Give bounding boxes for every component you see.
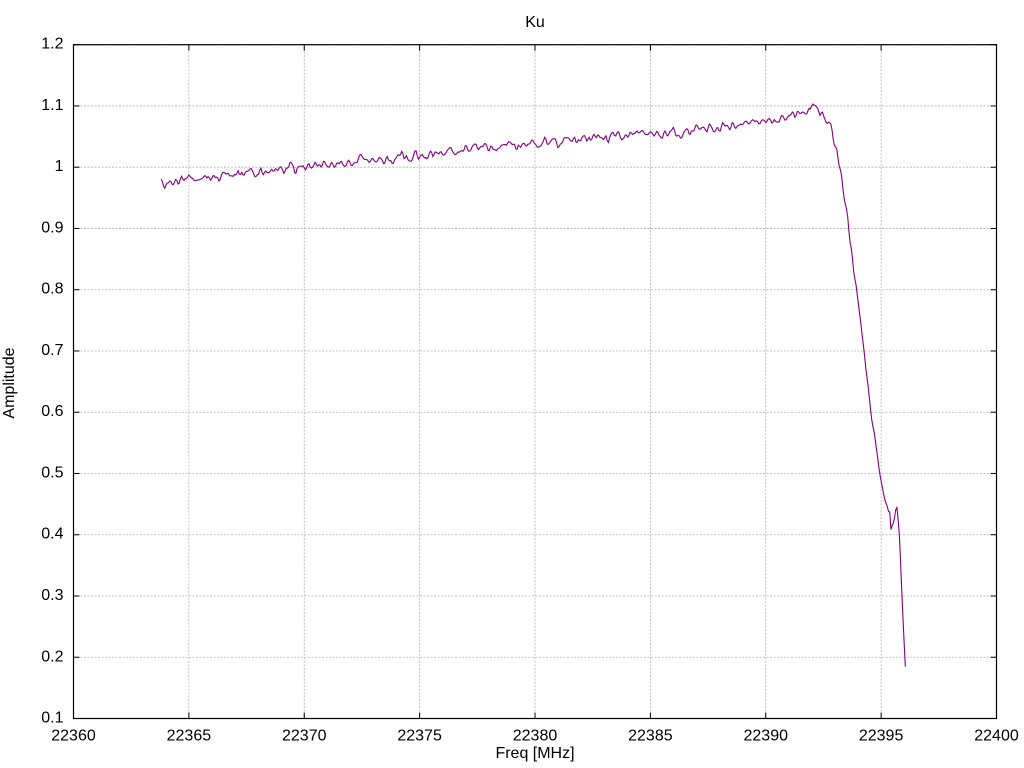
svg-text:22385: 22385 [628, 728, 673, 745]
svg-text:0.2: 0.2 [41, 648, 63, 665]
svg-text:22370: 22370 [282, 728, 327, 745]
svg-text:0.6: 0.6 [41, 403, 63, 420]
svg-text:0.8: 0.8 [41, 281, 63, 298]
svg-text:22375: 22375 [397, 728, 442, 745]
svg-text:1: 1 [55, 158, 64, 175]
svg-text:22380: 22380 [513, 728, 558, 745]
svg-text:0.1: 0.1 [41, 710, 63, 727]
svg-text:1.1: 1.1 [41, 97, 63, 114]
svg-text:1.2: 1.2 [41, 36, 63, 53]
svg-text:22395: 22395 [859, 728, 904, 745]
svg-text:22365: 22365 [167, 728, 212, 745]
svg-text:22400: 22400 [974, 728, 1019, 745]
svg-text:0.7: 0.7 [41, 342, 63, 359]
svg-text:0.9: 0.9 [41, 219, 63, 236]
svg-text:0.3: 0.3 [41, 587, 63, 604]
svg-text:0.4: 0.4 [41, 526, 63, 543]
svg-text:22360: 22360 [51, 728, 96, 745]
svg-text:0.5: 0.5 [41, 464, 63, 481]
svg-text:22390: 22390 [744, 728, 789, 745]
